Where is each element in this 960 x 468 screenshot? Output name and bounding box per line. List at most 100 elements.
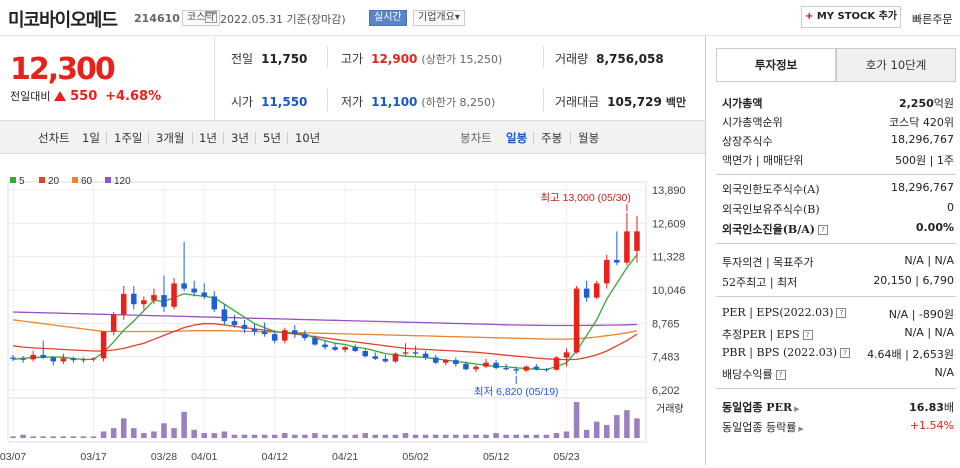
tab-monthly[interactable]: 월봉 [578,131,600,145]
realtime-button[interactable]: 실시간 [369,10,407,26]
sector-per-label: 동일업종 PER [722,401,793,414]
candle-body [483,362,489,367]
pbr-label: PBR | BPS (2022.03) [722,346,838,359]
candle-body [20,358,26,360]
x-tick-label: 03/07 [0,451,26,463]
row-value: 코스닥 420위 [889,116,954,129]
divider [148,132,149,144]
price-box: 12,300 전일대비 550 +4.68% [0,36,215,120]
volume-bar [131,428,137,438]
divider [570,132,571,144]
stat-label: 전일 [231,52,254,66]
candle-body [634,231,640,251]
price-change: 전일대비 550 +4.68% [10,88,161,104]
candle-body [271,334,278,341]
stat-label: 거래대금 [555,95,600,109]
quick-order-link[interactable]: 빠른주문 [912,13,953,26]
volume-bar [503,434,509,438]
volume-bar [141,433,147,438]
per-label: PER | EPS(2022.03) [722,306,834,319]
divider [106,132,107,144]
legend-label: 20 [48,176,60,187]
help-icon[interactable]: ? [775,370,786,380]
volume-bar [543,434,550,438]
company-overview-button[interactable]: 기업개요▾ [413,10,465,26]
chart-period-bar: 선차트 1일 1주일 3개월 1년 3년 5년 10년 봉차트 일봉 주봉 월봉 [0,120,705,154]
row-value: 4.64배 | 2,653원 [867,348,954,361]
add-mystock-button[interactable]: + MY STOCK 추가 [801,6,901,28]
legend-swatch [10,177,16,183]
company-overview-label: 기업개요 [418,12,455,23]
volume-plot-frame [7,397,647,443]
moving-average-ma120 [12,311,638,327]
legend-swatch [39,177,45,183]
divider [543,89,544,111]
volume-bar [261,434,268,438]
row-value: 0 [947,201,954,214]
volume-bar [60,436,67,438]
volume-bar [120,418,127,438]
candle-body [10,357,16,359]
stat-value: 11,100 [371,95,418,109]
moving-average-ma60 [12,319,638,340]
stat-value: 8,756,058 [596,52,664,66]
candle-body [80,359,87,361]
tab-weekly[interactable]: 주봉 [541,131,563,145]
sector-rate-row: 동일업종 등락률 ▶ +1.54% [722,419,954,435]
candle-body [332,347,338,350]
volume-bar [422,434,429,438]
dividend-label: 배당수익률 [722,368,773,381]
tab-3m[interactable]: 3개월 [156,131,185,145]
candle-body [533,366,540,370]
chevron-down-icon: ▾ [454,12,460,23]
tab-1w[interactable]: 1주일 [114,131,143,145]
volume-bar [614,415,620,438]
tab-orderbook-10[interactable]: 호가 10단계 [836,48,956,82]
volume-bar [40,436,46,438]
y-tick-label: 10,046 [652,285,686,297]
change-label: 전일대비 [10,90,51,103]
foreign-hold-row: 외국인보유주식수(B) 0 [722,201,954,217]
candle-body [131,293,137,305]
row-label: 외국인소진율(B/A)? [722,223,828,236]
row-value: 16.83배 [909,399,954,415]
base-date: 2022.05.31 기준(장마감) [220,13,346,26]
est-per-row: 추정PER | EPS? N/A | N/A [722,326,954,342]
tab-1d[interactable]: 1일 [82,131,100,145]
row-label: 52주최고 | 최저 [722,276,798,289]
volume-bar [332,434,338,438]
stat-label: 거래량 [555,52,589,66]
candle-body [181,283,187,289]
volume-bar [231,434,238,438]
volume-bar [90,436,97,438]
tab-10y[interactable]: 10년 [295,131,321,145]
candle-body [593,283,600,298]
row-label: PBR | BPS (2022.03)? [722,346,851,359]
y-tick-label: 12,609 [652,218,686,230]
help-icon[interactable]: ? [840,348,851,358]
volume-bar [342,434,348,438]
candle-body [151,295,157,301]
row-label: 액면가 | 매매단위 [722,154,804,167]
tab-5y[interactable]: 5년 [263,131,281,145]
stat-value: 11,750 [261,52,308,66]
stat-amount: 거래대금 105,729 백만 [555,93,686,110]
per-row: PER | EPS(2022.03)? N/A | -890원 [722,306,954,321]
help-icon[interactable]: ? [802,330,813,340]
tab-investment-info[interactable]: 투자정보 [716,48,836,82]
tab-1y[interactable]: 1년 [199,131,217,145]
tab-3y[interactable]: 3년 [231,131,249,145]
x-tick-label: 05/12 [483,451,509,463]
change-value: 550 [70,89,98,104]
row-label: 동일업종 등락률 ▶ [722,421,804,434]
volume-bar [191,429,197,438]
row-label: PER | EPS(2022.03)? [722,306,847,319]
tab-daily[interactable]: 일봉 [506,131,528,145]
volume-bar [302,434,308,438]
help-icon[interactable]: ? [817,225,828,235]
help-icon[interactable]: ? [836,308,847,318]
row-value: N/A | N/A [904,326,954,339]
stat-sub: (상한가 15,250) [421,53,503,66]
x-tick-label: 04/12 [262,451,288,463]
x-tick-label: 03/28 [151,451,177,463]
